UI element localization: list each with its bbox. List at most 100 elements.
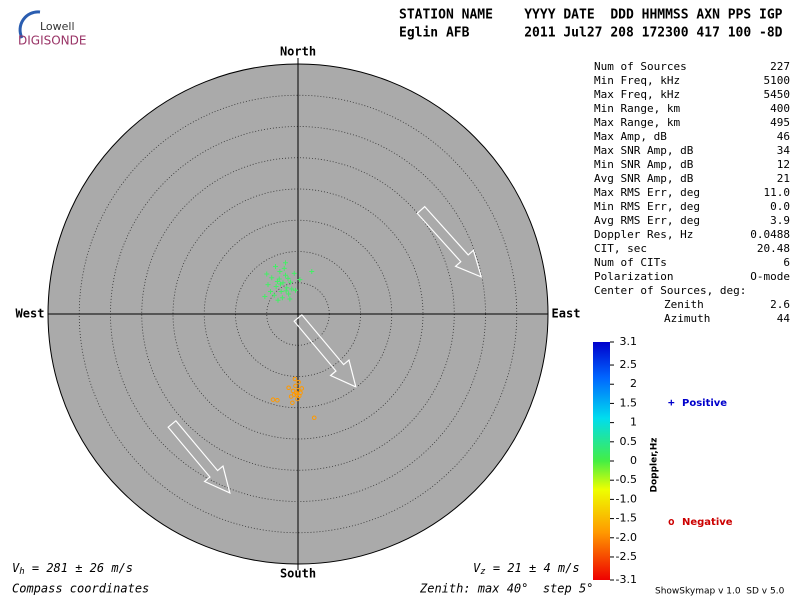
stat-label: Zenith <box>664 298 704 311</box>
stat-label: Min Range, km <box>594 102 680 115</box>
source-point <box>270 397 276 402</box>
source-point <box>288 394 294 399</box>
stat-value: 46 <box>777 130 790 143</box>
source-point <box>271 292 277 298</box>
source-point <box>277 269 283 274</box>
source-point <box>295 396 300 402</box>
velocity-part: = 21 ± 4 m/s <box>486 561 580 575</box>
stat-value: 2.6 <box>770 298 790 311</box>
source-point <box>273 264 278 269</box>
source-point <box>292 376 298 382</box>
legend-symbol: + <box>668 396 675 409</box>
stat-value: 34 <box>777 144 791 157</box>
series <box>270 376 317 421</box>
legend-label: Negative <box>682 517 733 528</box>
logo-swoosh <box>18 10 41 39</box>
velocity: Vh = 281 ± 26 m/s <box>12 561 133 577</box>
stat-label: Polarization <box>594 270 673 283</box>
colorbar-tick-label: -1.0 <box>616 492 637 505</box>
source-point <box>279 295 285 301</box>
stat-value: 227 <box>770 60 790 73</box>
stat-label: Num of Sources <box>594 60 687 73</box>
legend-symbol: o <box>668 515 675 528</box>
source-point <box>295 387 301 393</box>
source-point <box>290 400 295 406</box>
source-point <box>287 296 293 302</box>
source-point <box>283 288 289 294</box>
stat-label: Azimuth <box>664 312 710 325</box>
source-point <box>290 388 296 394</box>
source-point <box>269 275 275 281</box>
velocity-part: V <box>12 561 20 575</box>
colorbar-tick-label: -2.5 <box>616 550 637 563</box>
source-point <box>284 285 290 291</box>
source-point <box>286 291 292 297</box>
source-point <box>291 270 297 276</box>
source-point <box>283 272 288 278</box>
colorbar-tick-label: -1.5 <box>616 512 637 525</box>
stat-label: Max SNR Amp, dB <box>594 144 694 157</box>
source-point <box>275 297 281 303</box>
stat-value: 12 <box>777 158 790 171</box>
legend-label: Positive <box>682 398 727 409</box>
source-point <box>285 275 291 281</box>
stat-label: Max Amp, dB <box>594 130 667 143</box>
source-point <box>298 390 303 396</box>
zenith-note: Zenith: max 40° step 5° <box>419 582 593 596</box>
stat-label: Max RMS Err, deg <box>594 186 700 199</box>
colorbar-tick-label: 1.5 <box>620 396 638 409</box>
velocity: Vz = 21 ± 4 m/s <box>473 561 580 577</box>
colorbar-tick-label: 1 <box>630 416 637 429</box>
source-point <box>289 286 295 292</box>
direction-label: North <box>280 45 316 59</box>
header-values: Eglin AFB 2011 Jul27 208 172300 417 100 … <box>399 26 783 41</box>
stat-label: Min RMS Err, deg <box>594 200 700 213</box>
plot <box>47 58 549 570</box>
source-point <box>286 385 291 391</box>
stat-label: Max Range, km <box>594 116 680 129</box>
stat-value: 44 <box>777 312 791 325</box>
source-point <box>311 415 317 421</box>
velocity-part: h <box>19 567 24 577</box>
source-point <box>296 379 301 385</box>
velocity-part: z <box>480 567 485 577</box>
source-point <box>281 265 287 271</box>
source-point <box>288 279 293 285</box>
stat-label: Max Freq, kHz <box>594 88 680 101</box>
source-point <box>264 271 270 277</box>
stat-value: 495 <box>770 116 790 129</box>
stat-label: Min SNR Amp, dB <box>594 158 694 171</box>
version: ShowSkymap v 1.0 SD v 5.0 <box>655 587 785 597</box>
source-point <box>278 281 283 287</box>
stat-value: 21 <box>777 172 790 185</box>
source-point <box>283 260 288 266</box>
source-point <box>293 383 298 389</box>
source-point <box>265 282 271 288</box>
stat-label: Num of CITs <box>594 256 667 269</box>
velocity-part: V <box>473 561 481 575</box>
source-point <box>299 386 305 391</box>
direction-label: East <box>552 307 581 321</box>
header-columns: STATION NAME YYYY DATE DDD HHMMSS AXN PP… <box>399 8 783 23</box>
source-point <box>273 284 279 289</box>
colorbar <box>593 342 610 580</box>
stat-value: O-mode <box>750 270 790 283</box>
colorbar-tick-label: 2.5 <box>620 358 638 371</box>
source-point <box>309 269 315 274</box>
stat-value: 6 <box>783 256 790 269</box>
velocity-part: = 281 ± 26 m/s <box>25 561 133 575</box>
source-point <box>275 397 280 403</box>
colorbar-tick-label: 3.1 <box>620 335 638 348</box>
colorbar-tick-label: 0.5 <box>620 435 638 448</box>
coords-note: Compass coordinates <box>12 582 149 596</box>
stat-value: 20.48 <box>757 242 790 255</box>
colorbar-tick-label: -2.0 <box>616 531 637 544</box>
stat-label: Avg SNR Amp, dB <box>594 172 694 185</box>
direction-label: South <box>280 567 316 581</box>
source-point <box>297 277 303 283</box>
stat-label: Min Freq, kHz <box>594 74 680 87</box>
source-point <box>262 294 268 299</box>
colorbar-tick-label: -3.1 <box>616 573 637 586</box>
colorbar-tick-label: 2 <box>630 377 637 390</box>
